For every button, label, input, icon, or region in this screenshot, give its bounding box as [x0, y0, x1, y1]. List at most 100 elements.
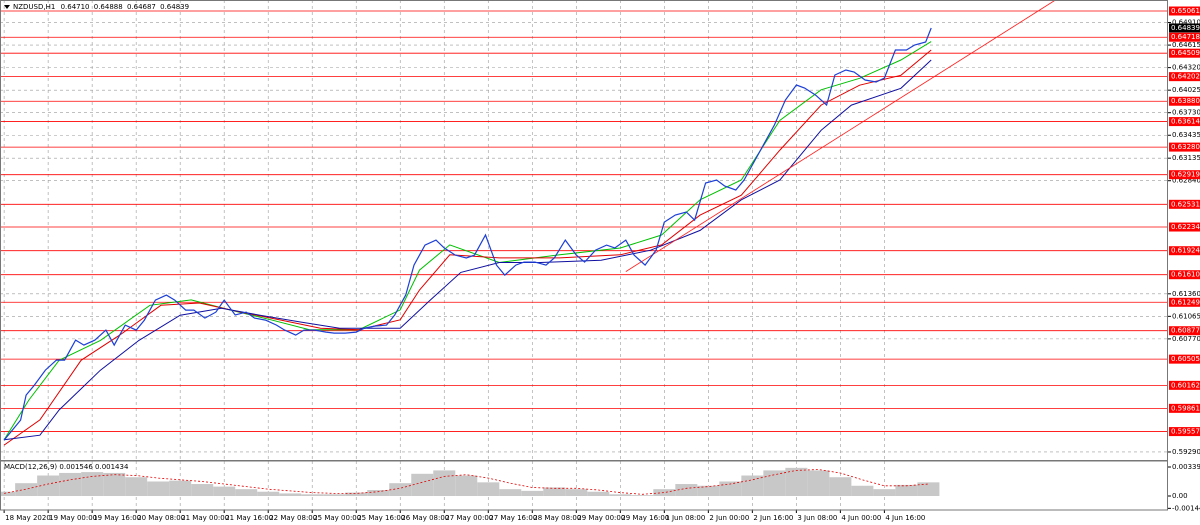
macd-label: MACD(12,26,9) 0.001546 0.001434 — [4, 463, 129, 471]
macd-plot — [0, 467, 940, 496]
macd-bar — [719, 481, 742, 496]
macd-bar — [499, 489, 522, 496]
x-tick-label: 27 May 16:00 — [489, 514, 537, 522]
x-tick-label: 19 May 16:00 — [93, 514, 141, 522]
macd-bar — [697, 485, 720, 496]
y-tick-label: 0.63135 — [1172, 154, 1200, 162]
x-tick-label: 28 May 08:00 — [533, 514, 581, 522]
macd-bar — [0, 491, 16, 496]
level-label: 0.61610 — [1171, 271, 1200, 279]
macd-y-tick-label: -0.001446 — [1172, 504, 1200, 512]
level-label: 0.63614 — [1171, 118, 1200, 126]
macd-bar — [785, 467, 808, 496]
macd-bar — [565, 489, 588, 496]
y-tick-label: 0.63730 — [1172, 109, 1200, 117]
level-label-box — [1169, 32, 1200, 42]
macd-bar — [59, 472, 82, 496]
macd-bar — [653, 489, 676, 496]
menu-icon[interactable] — [4, 5, 10, 9]
y-tick-label: 0.64615 — [1172, 41, 1200, 49]
x-tick-label: 1 Jun 08:00 — [665, 514, 705, 522]
macd-bar — [895, 484, 918, 496]
level-label: 0.64509 — [1171, 49, 1200, 57]
level-label: 0.61249 — [1171, 298, 1200, 306]
x-tick-label: 4 Jun 00:00 — [841, 514, 881, 522]
moving-average — [3, 41, 932, 441]
level-label-box — [1169, 199, 1200, 209]
macd-bar — [235, 489, 258, 496]
level-label-box — [1169, 96, 1200, 106]
moving-average — [3, 49, 932, 446]
macd-bar — [521, 490, 544, 496]
macd-bar — [851, 485, 874, 496]
y-tick-label: 0.64320 — [1172, 64, 1200, 72]
macd-bar — [829, 477, 852, 496]
macd-bar — [433, 470, 456, 496]
macd-frame — [0, 460, 1168, 511]
x-tick-label: 2 Jun 00:00 — [709, 514, 749, 522]
level-label: 0.60505 — [1171, 355, 1200, 363]
x-tick-label: 29 May 00:00 — [577, 514, 625, 522]
level-label-box — [1169, 403, 1200, 413]
macd-bar — [543, 487, 566, 496]
macd-bar — [103, 472, 126, 496]
x-tick-label: 27 May 00:00 — [445, 514, 493, 522]
macd-bar — [37, 475, 60, 496]
macd-bar — [81, 472, 104, 496]
y-tick-label: 0.64025 — [1172, 86, 1200, 94]
macd-bar — [807, 470, 830, 496]
level-label: 0.61924 — [1171, 247, 1200, 255]
macd-bar — [125, 477, 148, 496]
x-tick-label: 18 May 2020 — [5, 514, 51, 522]
x-tick-label: 25 May 00:00 — [313, 514, 361, 522]
level-label: 0.59557 — [1171, 428, 1200, 436]
close: 0.64839 — [160, 3, 189, 11]
macd-bar — [323, 494, 346, 496]
level-label-box — [1169, 326, 1200, 336]
macd-bar — [191, 484, 214, 496]
open: 0.64710 — [61, 3, 90, 11]
level-label-box — [1169, 48, 1200, 58]
x-tick-label: 20 May 08:00 — [137, 514, 185, 522]
level-label: 0.62919 — [1171, 171, 1200, 179]
macd-bar — [345, 492, 368, 496]
macd-bar — [15, 483, 38, 496]
level-label-box — [1169, 117, 1200, 127]
macd-y-tick-label: 0.003398 — [1172, 463, 1200, 471]
level-label-box — [1169, 427, 1200, 437]
y-tick-label: 0.63435 — [1172, 131, 1200, 139]
macd-bar — [763, 470, 786, 496]
level-label-box — [1169, 6, 1200, 16]
macd-y-tick-label: 0.00 — [1172, 492, 1188, 500]
y-tick-label: 0.61360 — [1172, 290, 1200, 298]
macd-bar — [675, 484, 698, 496]
x-tick-label: 19 May 00:00 — [49, 514, 97, 522]
x-tick-label: 3 Jun 08:00 — [797, 514, 837, 522]
x-tick-label: 29 May 16:00 — [621, 514, 669, 522]
level-label: 0.62531 — [1171, 200, 1200, 208]
current-price-label: 0.64839 — [1171, 24, 1200, 32]
x-tick-label: 22 May 08:00 — [269, 514, 317, 522]
y-tick-label: 0.64910 — [1172, 19, 1200, 27]
macd-bar — [301, 494, 324, 496]
level-label: 0.62234 — [1171, 223, 1200, 231]
level-label: 0.60877 — [1171, 327, 1200, 335]
macd-bar — [609, 494, 632, 496]
macd-bar — [411, 473, 434, 496]
macd-bar — [213, 486, 236, 496]
y-tick-label: 0.60770 — [1172, 335, 1200, 343]
macd-bar — [917, 482, 940, 496]
level-label-box — [1169, 354, 1200, 364]
y-tick-label: 0.62840 — [1172, 177, 1200, 185]
macd-bar — [279, 493, 302, 496]
macd-bar — [257, 491, 280, 496]
level-label-box — [1169, 170, 1200, 180]
level-label-box — [1169, 246, 1200, 256]
level-label-box — [1169, 270, 1200, 280]
x-tick-label: 21 May 16:00 — [225, 514, 273, 522]
macd-bar — [455, 475, 478, 496]
macd-bar — [477, 482, 500, 496]
x-tick-label: 21 May 00:00 — [181, 514, 229, 522]
moving-average — [4, 59, 932, 441]
